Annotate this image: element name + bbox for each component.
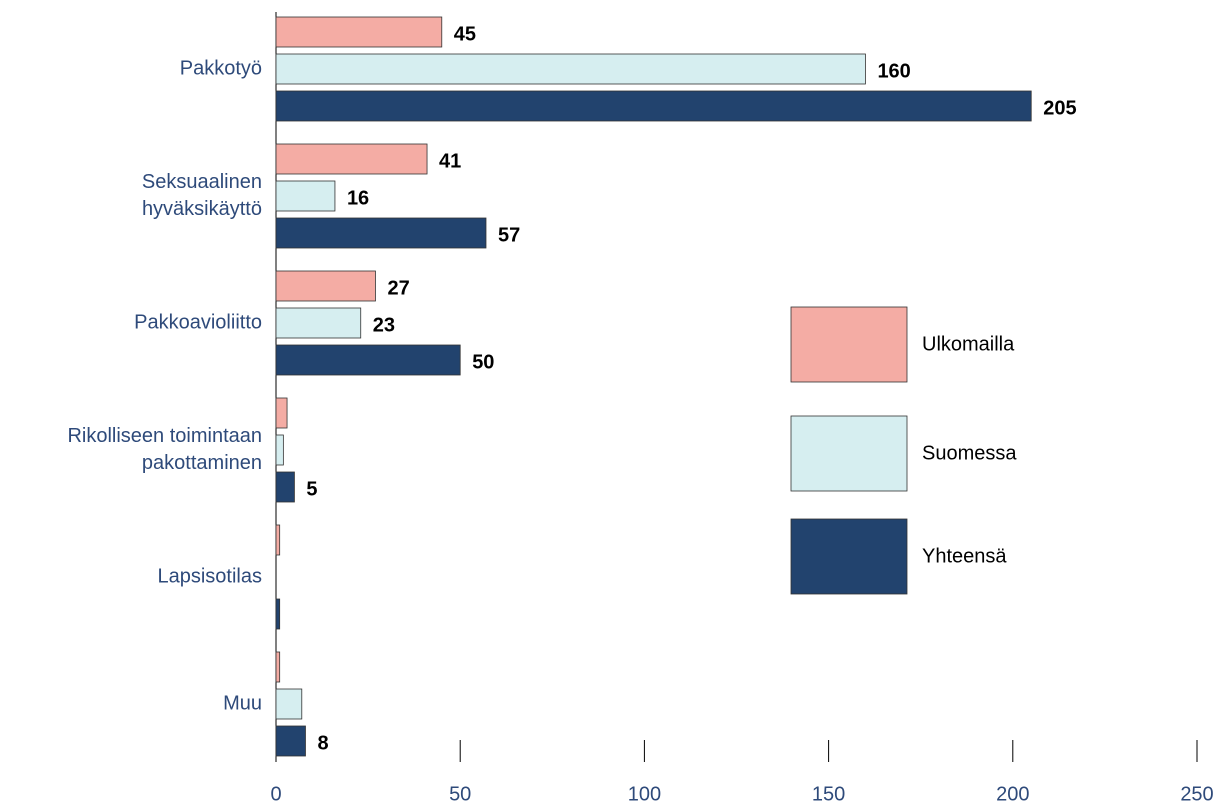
y-tick-label: pakottaminen: [142, 452, 262, 474]
data-label: 160: [877, 60, 910, 82]
bar: [275, 397, 288, 429]
legend-label: Suomessa: [922, 442, 1017, 464]
legend-swatch: [790, 518, 908, 595]
legend-label: Ulkomailla: [922, 333, 1015, 355]
x-tick-label: 200: [996, 783, 1029, 805]
data-label: 5: [306, 478, 317, 500]
bar: [275, 143, 428, 175]
x-tick-label: 50: [449, 783, 471, 805]
data-label: 27: [387, 277, 409, 299]
y-tick-label: Muu: [223, 692, 262, 714]
bar: [275, 180, 336, 212]
bar: [275, 307, 362, 339]
data-label: 45: [454, 23, 476, 45]
bar: [275, 651, 281, 683]
x-tick-label: 0: [270, 783, 281, 805]
data-label: 41: [439, 150, 461, 172]
bar: [275, 471, 295, 503]
bar: [275, 16, 443, 48]
data-label: 57: [498, 224, 520, 246]
y-tick-label: Pakkotyö: [180, 57, 262, 79]
x-tick-label: 150: [812, 783, 845, 805]
legend-label: Yhteensä: [922, 545, 1007, 567]
bar: [275, 53, 866, 85]
y-tick-label: Seksuaalinen: [142, 171, 262, 193]
bar: [275, 524, 281, 556]
legend-swatch: [790, 415, 908, 492]
x-tick-label: 250: [1180, 783, 1213, 805]
data-label: 205: [1043, 97, 1076, 119]
bar: [275, 598, 281, 630]
y-tick-label: hyväksikäyttö: [142, 198, 262, 220]
x-tick-label: 100: [628, 783, 661, 805]
data-label: 16: [347, 187, 369, 209]
bar: [275, 270, 376, 302]
y-tick-label: Pakkoavioliitto: [134, 311, 262, 333]
bar: [275, 688, 303, 720]
data-label: 8: [317, 732, 328, 754]
y-tick-label: Lapsisotilas: [157, 565, 262, 587]
bar: [275, 725, 306, 757]
data-label: 50: [472, 351, 494, 373]
bar: [275, 90, 1032, 122]
bar: [275, 344, 461, 376]
legend-swatch: [790, 306, 908, 383]
bar: [275, 217, 487, 249]
data-label: 23: [373, 314, 395, 336]
bar: [275, 434, 284, 466]
y-tick-label: Rikolliseen toimintaan: [67, 425, 262, 447]
